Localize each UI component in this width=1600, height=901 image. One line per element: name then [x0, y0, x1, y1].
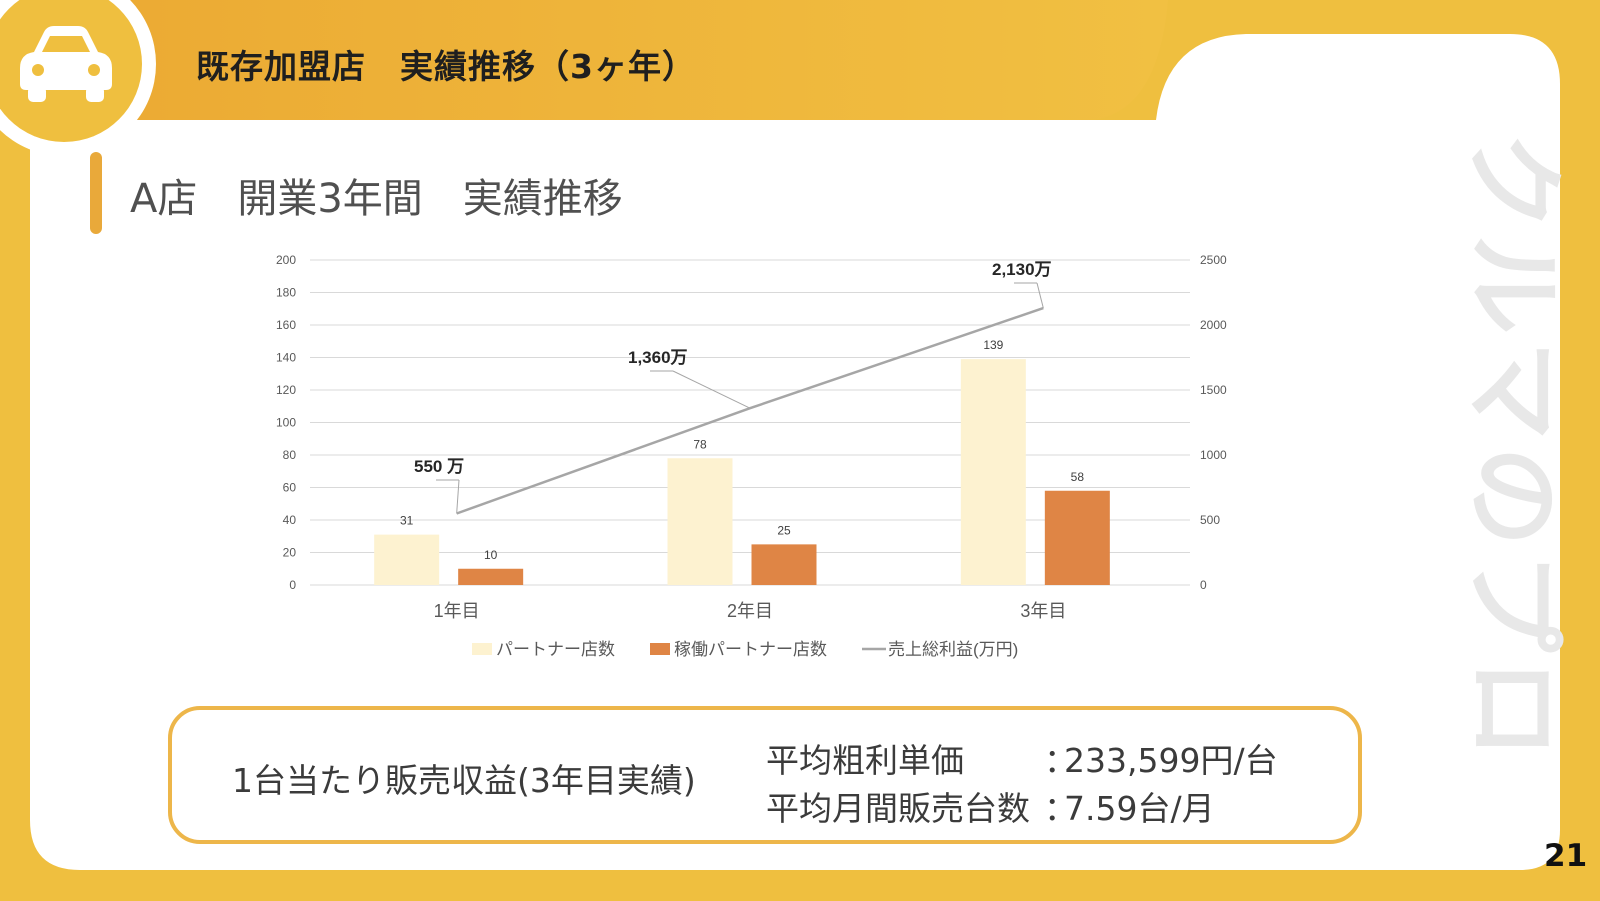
data-label-leader: [672, 370, 751, 409]
car-icon: [20, 26, 112, 102]
brand-watermark: クルマのプロ: [1455, 88, 1578, 808]
bar-data-label: 31: [400, 514, 414, 528]
line-gross-profit: [456, 306, 1044, 515]
bar-partner-stores: [374, 534, 440, 585]
y-right-tick-label: 500: [1200, 513, 1220, 527]
y-right-tick-label: 2500: [1200, 253, 1227, 267]
combo-chart: 0204060801001201401601802000500100015002…: [276, 253, 1227, 659]
bar-data-label: 10: [484, 548, 498, 562]
brand-watermark-text: クルマのプロ: [1454, 131, 1572, 765]
legend-label: 稼働パートナー店数: [674, 640, 827, 659]
summary-label: 平均月間販売台数: [766, 789, 1030, 828]
bar-active-partner-stores: [1044, 490, 1110, 585]
summary-colon: ：: [1044, 741, 1077, 780]
x-tick-label: 1年目: [434, 601, 480, 621]
bar-data-label: 25: [777, 523, 791, 537]
y-left-tick-label: 60: [283, 481, 297, 495]
subtitle-accent-bar: [90, 152, 102, 234]
y-left-tick-label: 160: [276, 318, 296, 332]
summary-row-monthly-sales: 平均月間販売台数 ：7.59台/月: [766, 782, 1215, 830]
summary-box: [168, 706, 1362, 844]
y-left-tick-label: 140: [276, 351, 296, 365]
data-label-leader: [1036, 282, 1044, 309]
legend-label: 売上総利益(万円): [888, 640, 1018, 659]
bar-data-label: 78: [693, 437, 707, 451]
x-tick-label: 2年目: [727, 601, 773, 621]
summary-row-avg-gross-profit: 平均粗利単価 ：233,599円/台: [766, 734, 1278, 782]
y-left-tick-label: 0: [289, 578, 296, 592]
bar-partner-stores: [960, 359, 1026, 585]
line-data-label: 2,130万: [992, 260, 1052, 279]
slide-subtitle: A店 開業3年間 実績推移: [130, 176, 623, 222]
bar-partner-stores: [667, 458, 733, 585]
legend-swatch: [472, 643, 492, 655]
legend-label: パートナー店数: [496, 640, 615, 659]
y-left-tick-label: 40: [283, 513, 297, 527]
line-data-label: 550 万: [414, 457, 464, 476]
summary-colon: ：: [1044, 789, 1077, 828]
y-left-tick-label: 80: [283, 448, 297, 462]
bar-active-partner-stores: [458, 568, 524, 585]
bar-data-label: 139: [983, 338, 1003, 352]
slide-title: 既存加盟店 実績推移（3ヶ年）: [196, 47, 696, 86]
line-data-label: 1,360万: [628, 348, 688, 367]
summary-heading: 1台当たり販売収益(3年目実績): [232, 761, 696, 800]
summary-value: 7.59台/月: [1064, 789, 1215, 828]
bar-active-partner-stores: [751, 544, 817, 585]
y-right-tick-label: 2000: [1200, 318, 1227, 332]
legend-swatch: [650, 643, 670, 655]
y-right-tick-label: 1000: [1200, 448, 1227, 462]
page-number: 21: [1544, 838, 1588, 874]
y-left-tick-label: 200: [276, 253, 296, 267]
summary-label: 平均粗利単価: [766, 741, 964, 780]
y-right-tick-label: 0: [1200, 578, 1207, 592]
y-left-tick-label: 180: [276, 286, 296, 300]
x-tick-label: 3年目: [1020, 601, 1066, 621]
y-right-tick-label: 1500: [1200, 383, 1227, 397]
bar-data-label: 58: [1071, 470, 1085, 484]
data-label-leader: [456, 479, 460, 514]
y-left-tick-label: 120: [276, 383, 296, 397]
summary-value: 233,599円/台: [1064, 741, 1278, 780]
y-left-tick-label: 20: [283, 546, 297, 560]
y-left-tick-label: 100: [276, 416, 296, 430]
